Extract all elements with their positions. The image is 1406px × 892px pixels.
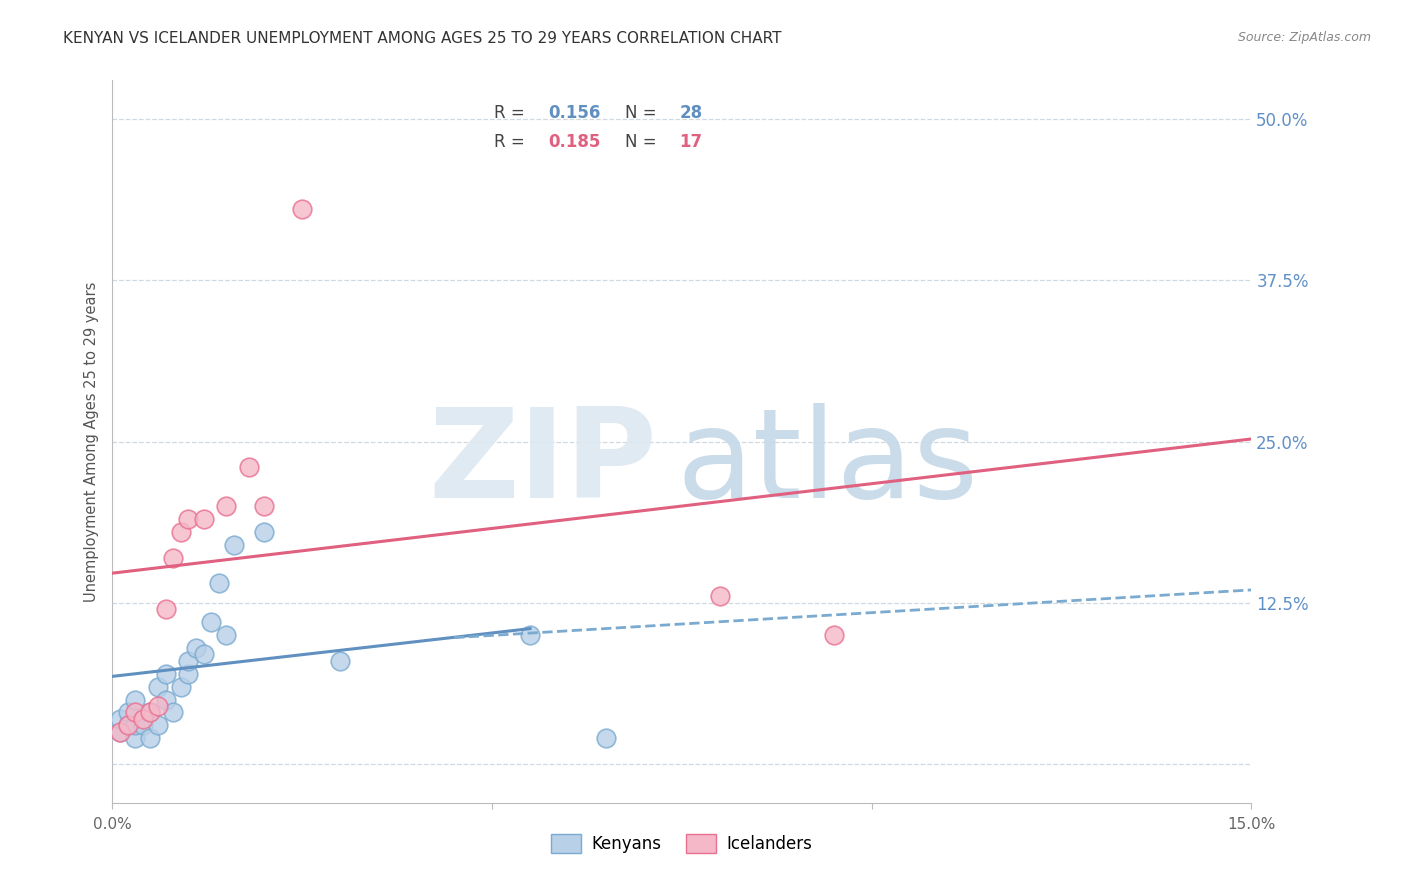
- Point: [193, 648, 215, 662]
- Point: [108, 712, 131, 726]
- Point: [253, 499, 276, 513]
- Point: [177, 512, 200, 526]
- Point: [124, 731, 146, 746]
- Text: N =: N =: [624, 134, 662, 152]
- Point: [155, 692, 177, 706]
- Point: [155, 666, 177, 681]
- Point: [124, 706, 146, 720]
- Point: [208, 576, 231, 591]
- Point: [177, 654, 200, 668]
- Point: [155, 602, 177, 616]
- Text: KENYAN VS ICELANDER UNEMPLOYMENT AMONG AGES 25 TO 29 YEARS CORRELATION CHART: KENYAN VS ICELANDER UNEMPLOYMENT AMONG A…: [63, 31, 782, 46]
- Text: ZIP: ZIP: [427, 402, 657, 524]
- Point: [215, 499, 238, 513]
- Point: [184, 640, 207, 655]
- Point: [108, 724, 131, 739]
- Point: [146, 680, 169, 694]
- Y-axis label: Unemployment Among Ages 25 to 29 years: Unemployment Among Ages 25 to 29 years: [83, 281, 98, 602]
- Point: [117, 718, 139, 732]
- Point: [193, 512, 215, 526]
- Point: [146, 718, 169, 732]
- Text: N =: N =: [624, 103, 662, 122]
- Text: Source: ZipAtlas.com: Source: ZipAtlas.com: [1237, 31, 1371, 45]
- Point: [253, 524, 276, 539]
- Point: [595, 731, 617, 746]
- Text: R =: R =: [494, 134, 530, 152]
- Point: [139, 706, 162, 720]
- Legend: Kenyans, Icelanders: Kenyans, Icelanders: [544, 827, 820, 860]
- Point: [139, 731, 162, 746]
- Point: [222, 538, 245, 552]
- Point: [146, 699, 169, 714]
- Text: 0.185: 0.185: [548, 134, 600, 152]
- Point: [200, 615, 222, 630]
- Point: [170, 524, 193, 539]
- Text: atlas: atlas: [676, 402, 979, 524]
- Point: [177, 666, 200, 681]
- Point: [108, 724, 131, 739]
- Text: 0.156: 0.156: [548, 103, 600, 122]
- Point: [823, 628, 845, 642]
- Point: [117, 706, 139, 720]
- Point: [329, 654, 352, 668]
- Point: [709, 590, 731, 604]
- Text: R =: R =: [494, 103, 530, 122]
- Point: [291, 202, 314, 217]
- Point: [238, 460, 260, 475]
- Text: 28: 28: [679, 103, 703, 122]
- Point: [162, 706, 184, 720]
- Point: [162, 550, 184, 565]
- Point: [132, 712, 155, 726]
- Point: [117, 718, 139, 732]
- Point: [139, 706, 162, 720]
- Point: [124, 692, 146, 706]
- Point: [132, 718, 155, 732]
- Point: [519, 628, 541, 642]
- Point: [215, 628, 238, 642]
- Point: [170, 680, 193, 694]
- Point: [124, 718, 146, 732]
- Text: 17: 17: [679, 134, 703, 152]
